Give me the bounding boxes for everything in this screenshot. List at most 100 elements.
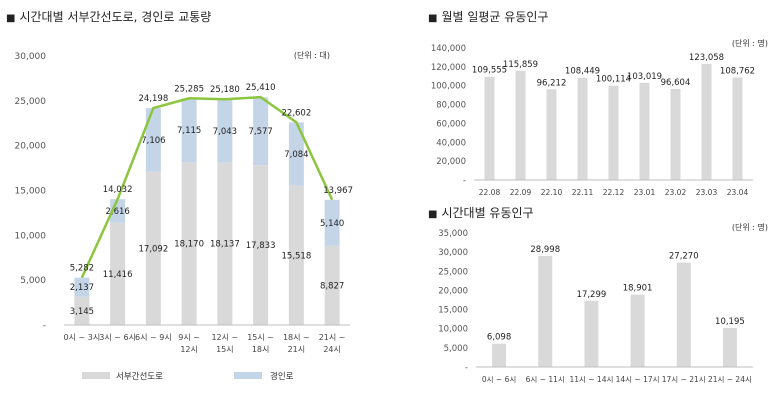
chart1-label-gyeongin-6: 7,577 <box>248 127 272 137</box>
chart1-legend-gyeongin: 경인로 <box>270 371 294 382</box>
chart1-total-label-2: 14,032 <box>103 185 133 195</box>
chart3-value-5: 27,270 <box>669 252 699 262</box>
chart1-bar-3-gyeongin <box>145 108 161 172</box>
chart1-xtick-8: 24시 <box>323 345 341 354</box>
chart1-traffic: (단위 : 대) - 5,000 10,000 15,000 20,000 25,000 30… <box>15 50 354 382</box>
chart3-bar-5 <box>676 262 691 367</box>
chart2-ytick: 40,000 <box>436 138 466 148</box>
chart1-label-seobu-3: 17,092 <box>139 244 169 254</box>
chart1-label-seobu-5: 18,137 <box>210 240 240 250</box>
chart1-bar-4-seobu <box>181 162 197 325</box>
chart3-ytick: 35,000 <box>438 229 468 239</box>
chart3-xtick-3: 11시 ~ 14시 <box>569 375 613 384</box>
chart3-xtick-2: 6시 ~ 11시 <box>526 375 565 384</box>
chart1-label-seobu-2: 11,416 <box>103 270 133 280</box>
chart1-bar-4-gyeongin <box>181 98 197 163</box>
chart3-xtick-5: 17시 ~ 21시 <box>662 375 706 384</box>
chart1-bar-1-gyeongin <box>74 277 90 297</box>
chart3-bar-1 <box>492 343 507 367</box>
chart1-bar-6-seobu <box>253 165 269 325</box>
chart1-label-gyeongin-8: 5,140 <box>320 219 344 229</box>
chart1-ytick: 25,000 <box>15 97 47 107</box>
chart1-label-seobu-4: 18,170 <box>174 240 204 250</box>
chart2-ytick: - <box>463 176 466 186</box>
chart2-bar-9 <box>732 77 743 180</box>
chart2-xtick-9: 23.04 <box>727 188 749 197</box>
chart2-xtick-2: 22.09 <box>510 188 532 197</box>
chart3-ytick: 15,000 <box>438 306 468 316</box>
chart3-ytick: 25,000 <box>438 267 468 277</box>
chart3-unit: (단위 : 명) <box>732 222 768 232</box>
chart2-ytick: 140,000 <box>431 44 466 54</box>
chart3-bar-3 <box>584 300 599 367</box>
chart1-xtick-4: 12시 <box>180 345 198 354</box>
chart3-value-6: 10,195 <box>715 317 745 327</box>
chart2-unit: (단위 : 명) <box>732 38 768 48</box>
chart1-xtick-3: 6시 ~ 9시 <box>135 333 172 342</box>
chart3-xtick-1: 0시 ~ 6시 <box>482 375 516 384</box>
chart1-legend-swatch-gyeongin <box>234 372 262 379</box>
chart1-xtick-2: 3시 ~ 6시 <box>99 333 136 342</box>
chart3-value-3: 17,299 <box>577 290 607 300</box>
chart1-bar-6-gyeongin <box>253 97 269 166</box>
chart1-label-gyeongin-1: 2,137 <box>70 283 94 293</box>
chart3-ytick: 30,000 <box>438 248 468 258</box>
chart2-bar-5 <box>608 85 619 180</box>
chart3-bar-2 <box>538 255 553 367</box>
chart1-bar-5-seobu <box>217 162 233 325</box>
chart1-label-gyeongin-3: 7,106 <box>141 136 165 146</box>
chart1-xtick-5: 12시 ~ <box>211 333 238 342</box>
chart2-xtick-3: 22.10 <box>541 188 563 197</box>
chart1-bar-7-gyeongin <box>288 122 304 186</box>
chart1-bar-8-seobu <box>324 245 340 325</box>
chart1-bar-8-gyeongin <box>324 199 340 246</box>
chart2-bar-4 <box>577 77 588 180</box>
chart1-legend-swatch-seobu <box>82 372 110 379</box>
chart3-ytick: 5,000 <box>444 344 468 354</box>
chart2-bar-8 <box>701 63 712 180</box>
chart1-xtick-8: 21시 ~ <box>319 333 346 342</box>
chart3-ytick: 10,000 <box>438 325 468 335</box>
chart1-xtick-5: 15시 <box>216 345 234 354</box>
chart1-label-seobu-7: 15,518 <box>282 251 312 261</box>
chart2-xtick-6: 23.01 <box>634 188 656 197</box>
chart2-xtick-5: 22.12 <box>603 188 625 197</box>
chart2-bar-1 <box>484 76 495 180</box>
chart1-bar-5-gyeongin <box>217 99 233 163</box>
chart1-xtick-6: 18시 <box>252 345 270 354</box>
chart1-bar-2-seobu <box>110 222 126 325</box>
chart1-ytick: 5,000 <box>20 276 46 286</box>
chart1-ytick: 30,000 <box>15 52 47 62</box>
chart3-ytick: - <box>465 363 468 373</box>
chart1-label-seobu-1: 3,145 <box>70 307 94 317</box>
chart1-unit: (단위 : 대) <box>294 50 330 60</box>
chart3-value-2: 28,998 <box>530 245 560 255</box>
chart1-label-gyeongin-7: 7,084 <box>284 150 308 160</box>
chart2-value-1: 109,555 <box>472 66 507 76</box>
chart2-value-6: 103,019 <box>627 72 662 82</box>
chart2-ytick: 100,000 <box>431 82 466 92</box>
chart1-title: ■ 시간대별 서부간선도로, 경인로 교통량 <box>6 10 212 24</box>
chart1-bar-7-seobu <box>288 185 304 325</box>
chart2-ytick: 20,000 <box>436 157 466 167</box>
chart2-ytick: 120,000 <box>431 63 466 73</box>
chart2-value-2: 115,859 <box>503 60 538 70</box>
chart3-value-1: 6,098 <box>487 333 511 343</box>
chart1-label-seobu-6: 17,833 <box>246 241 276 251</box>
chart2-bar-6 <box>639 82 650 180</box>
chart1-ytick: 15,000 <box>15 187 47 197</box>
chart2-value-7: 96,604 <box>661 78 691 88</box>
chart1-total-label-6: 25,410 <box>246 83 276 93</box>
chart2-xtick-7: 23.02 <box>665 188 687 197</box>
chart1-xtick-7: 18시 ~ <box>283 333 310 342</box>
chart1-ytick: 10,000 <box>15 231 47 241</box>
chart1-xtick-7: 21시 <box>288 345 306 354</box>
chart2-bar-7 <box>670 88 681 180</box>
chart2-xtick-8: 23.03 <box>696 188 718 197</box>
chart2-xtick-1: 22.08 <box>479 188 501 197</box>
chart1-total-label-4: 25,285 <box>174 84 204 94</box>
chart3-bar-6 <box>722 327 737 367</box>
chart1-legend-seobu: 서부간선도로 <box>116 371 163 382</box>
chart1-xtick-6: 15시 ~ <box>247 333 274 342</box>
chart2-xtick-4: 22.11 <box>572 188 594 197</box>
